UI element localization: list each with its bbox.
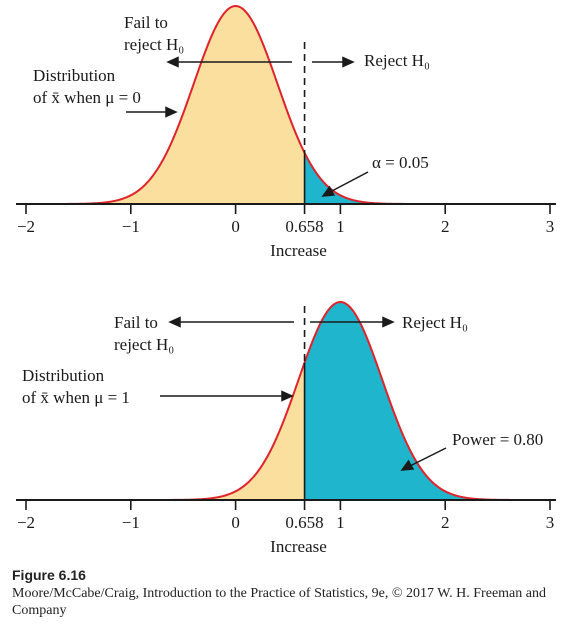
x-axis-label: Increase	[270, 241, 327, 260]
arrows	[160, 316, 447, 471]
x-tick-label: 2	[441, 513, 450, 532]
x-tick-label: 0	[231, 217, 240, 236]
x-tick-label: 1	[336, 513, 345, 532]
x-axis-ticks: −2 −1 0 0.658 1 2 3	[17, 500, 554, 532]
x-tick-label: 0.658	[285, 217, 323, 236]
fail-to-reject-label: Fail to reject H₀	[114, 313, 174, 354]
x-axis-ticks: −2 −1 0 0.658 1 2 3	[17, 204, 554, 236]
figure-number: Figure 6.16	[12, 567, 86, 583]
panel-top-distribution: −2 −1 0 0.658 1 2 3 Increase Fail to reject H₀…	[16, 4, 556, 260]
caption-text: Moore/McCabe/Craig, Introduction to the …	[12, 586, 546, 618]
reject-label: Reject H₀	[364, 51, 430, 70]
alpha-label: α = 0.05	[372, 153, 429, 172]
x-tick-label: −1	[122, 513, 140, 532]
x-tick-label: 2	[441, 217, 450, 236]
x-tick-label: 3	[546, 217, 555, 236]
distribution-label: Distribution of x̄ when μ = 0	[33, 66, 141, 107]
x-tick-label: −1	[122, 217, 140, 236]
panel-bottom-distribution: −2 −1 0 0.658 1 2 3 Increase Fail to reject H₀…	[16, 300, 556, 556]
distribution-label: Distribution of x̄ when μ = 1	[22, 366, 130, 407]
x-tick-label: 1	[336, 217, 345, 236]
reject-region-alpha	[304, 152, 550, 204]
fail-to-reject-region	[26, 6, 305, 205]
arrows	[126, 56, 369, 197]
figure-caption: Figure 6.16 Moore/McCabe/Craig, Introduc…	[12, 567, 562, 619]
power-label: Power = 0.80	[452, 430, 543, 449]
x-tick-label: −2	[17, 513, 35, 532]
reject-region-power	[304, 302, 550, 500]
fail-to-reject-label: Fail to reject H₀	[124, 13, 184, 54]
x-tick-label: 0	[231, 513, 240, 532]
x-tick-label: −2	[17, 217, 35, 236]
x-axis-label: Increase	[270, 537, 327, 556]
x-tick-label: 0.658	[285, 513, 323, 532]
reject-label: Reject H₀	[402, 313, 468, 332]
fail-to-reject-region	[26, 362, 305, 500]
x-tick-label: 3	[546, 513, 555, 532]
